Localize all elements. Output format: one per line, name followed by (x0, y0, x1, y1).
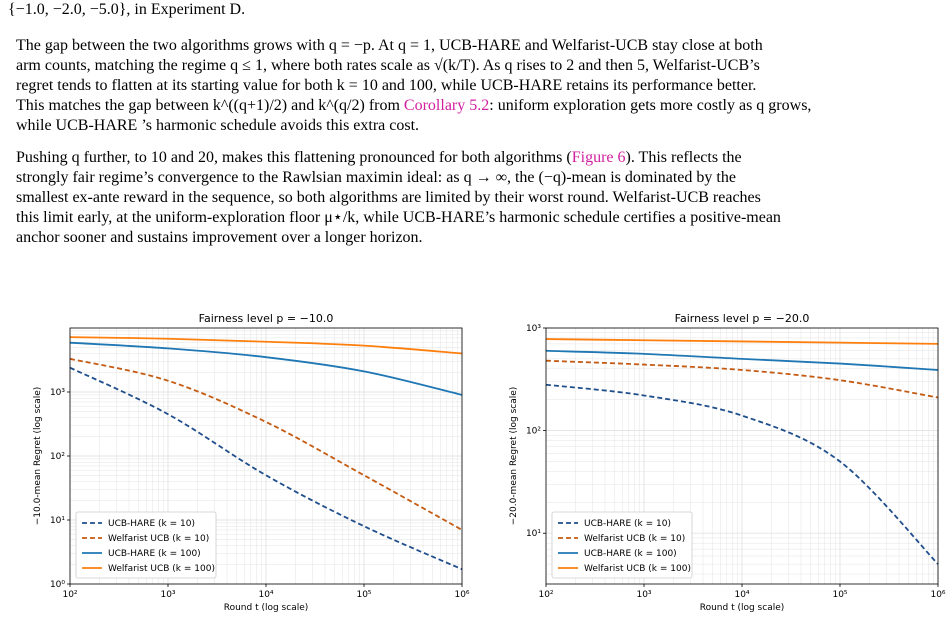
chart-left-svg: Fairness level p = −10.0 10² 10³ 10⁴ 10⁵ 10⁶ 1… (33, 312, 470, 613)
reference-link[interactable]: Corollary 5.2 (403, 97, 490, 114)
text-line: anchor sooner and sustains improvement o… (16, 229, 423, 246)
legend-label: UCB-HARE (k = 10) (584, 519, 671, 529)
text-line: this limit early, at the uniform-explora… (16, 209, 781, 226)
x-tick-label: 10⁵ (832, 590, 847, 600)
chart-right: Fairness level p = −20.0 10² 10³ 10⁴ 10⁵ 10⁶ 1… (476, 300, 952, 617)
legend-label: Welfarist UCB (k = 100) (108, 564, 215, 574)
text-line: arm counts, matching the regime q ≤ 1, w… (16, 57, 760, 74)
legend-box (551, 511, 693, 579)
y-tick-label: 10³ (50, 388, 65, 398)
series-line (69, 336, 463, 355)
x-tick-label: 10² (62, 590, 77, 600)
text-line: strongly fair regime’s convergence to th… (16, 169, 736, 186)
text-line: regret tends to flatten at its starting … (16, 77, 757, 94)
x-axis-label: Round t (log scale) (700, 603, 785, 613)
x-tick-label: 10⁶ (454, 590, 469, 600)
text-line: smallest ex-ante reward in the sequence,… (16, 189, 761, 206)
y-tick-label: 10² (526, 427, 541, 437)
x-axis-label: Round t (log scale) (224, 603, 309, 613)
y-tick-label: 10¹ (50, 516, 65, 526)
series-line (545, 338, 939, 345)
text-line: This matches the gap between k^((q+1)/2)… (16, 97, 812, 114)
y-axis-label: −10.0-mean Regret (log scale) (33, 387, 43, 526)
x-tick-label: 10³ (636, 590, 651, 600)
y-tick-label: 10⁰ (50, 580, 65, 590)
series-line (69, 341, 463, 396)
chart-left: Fairness level p = −10.0 10² 10³ 10⁴ 10⁵ 10⁶ 1… (0, 300, 476, 617)
x-tick-label: 10² (538, 590, 553, 600)
y-tick-label: 10³ (526, 324, 541, 334)
series-line (69, 366, 463, 571)
legend-label: Welfarist UCB (k = 10) (584, 534, 685, 544)
x-tick-label: 10³ (160, 590, 175, 600)
text-line: The gap between the two algorithms grows… (16, 37, 763, 54)
x-tick-label: 10⁶ (930, 590, 945, 600)
series-line (545, 359, 939, 399)
legend-label: UCB-HARE (k = 100) (108, 549, 201, 559)
series-line (69, 357, 463, 531)
text-line: while UCB-HARE ’s harmonic schedule avoi… (16, 117, 420, 134)
chart-title: Fairness level p = −10.0 (199, 312, 334, 325)
legend-label: UCB-HARE (k = 10) (108, 519, 195, 529)
y-tick-label: 10² (50, 452, 65, 462)
x-tick-label: 10⁴ (734, 590, 749, 600)
legend-label: Welfarist UCB (k = 10) (108, 534, 209, 544)
chart-title: Fairness level p = −20.0 (675, 312, 810, 325)
legend-label: UCB-HARE (k = 100) (584, 549, 677, 559)
y-tick-label: 10¹ (526, 529, 541, 539)
x-tick-label: 10⁵ (356, 590, 371, 600)
text-line: Pushing q further, to 10 and 20, makes t… (16, 149, 742, 166)
series-line (545, 349, 939, 371)
x-tick-label: 10⁴ (258, 590, 273, 600)
legend-label: Welfarist UCB (k = 100) (584, 564, 691, 574)
legend-box (75, 511, 217, 579)
chart-right-svg: Fairness level p = −20.0 10² 10³ 10⁴ 10⁵ 10⁶ 1… (509, 312, 946, 613)
y-axis-label: −20.0-mean Regret (log scale) (509, 387, 519, 526)
text-line: {−1.0, −2.0, −5.0}, in Experiment D. (8, 1, 246, 18)
reference-link[interactable]: Figure 6 (571, 149, 626, 166)
series-line (545, 383, 939, 565)
grid (545, 327, 939, 584)
